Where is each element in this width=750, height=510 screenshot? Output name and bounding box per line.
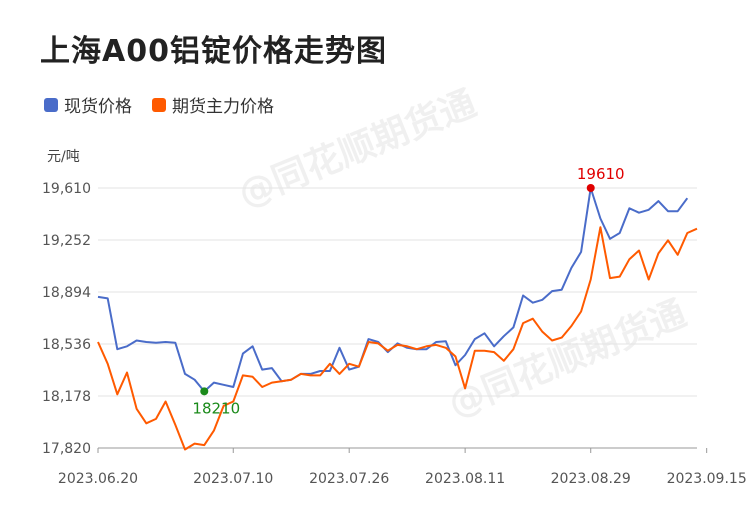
legend-label-spot: 现货价格: [64, 97, 132, 117]
x-tick-label: 2023.07.26: [309, 471, 389, 487]
x-tick-label: 2023.07.10: [193, 471, 273, 487]
y-tick-label: 19,610: [42, 181, 91, 197]
min-point-marker: [200, 387, 209, 396]
y-axis-unit-label: 元/吨: [47, 149, 80, 165]
y-tick-label: 18,894: [42, 285, 91, 301]
max-point-marker: [586, 184, 595, 192]
min-point-label: 18210: [192, 399, 240, 417]
y-tick-label: 18,536: [42, 337, 91, 353]
legend-item-spot[interactable]: 现货价格: [44, 92, 132, 117]
x-tick-label: 2023.06.20: [58, 471, 138, 487]
legend-label-futures: 期货主力价格: [172, 97, 274, 117]
legend: 现货价格 期货主力价格: [44, 92, 294, 117]
x-tick-label: 2023.08.11: [425, 471, 505, 487]
chart-title: 上海A00铝锭价格走势图: [40, 34, 387, 69]
series-line-spot: [97, 187, 689, 393]
y-tick-label: 18,178: [42, 389, 91, 405]
max-point-label: 19610: [577, 165, 625, 183]
x-tick-label: 2023.09.15: [667, 471, 747, 487]
legend-item-futures[interactable]: 期货主力价格: [152, 92, 274, 117]
legend-swatch-futures: [152, 97, 166, 112]
series-line-futures: [97, 226, 698, 451]
x-tick-label: 2023.08.29: [551, 471, 631, 487]
legend-swatch-spot: [44, 97, 58, 112]
y-tick-label: 19,252: [42, 233, 91, 249]
y-tick-label: 17,820: [42, 441, 91, 457]
